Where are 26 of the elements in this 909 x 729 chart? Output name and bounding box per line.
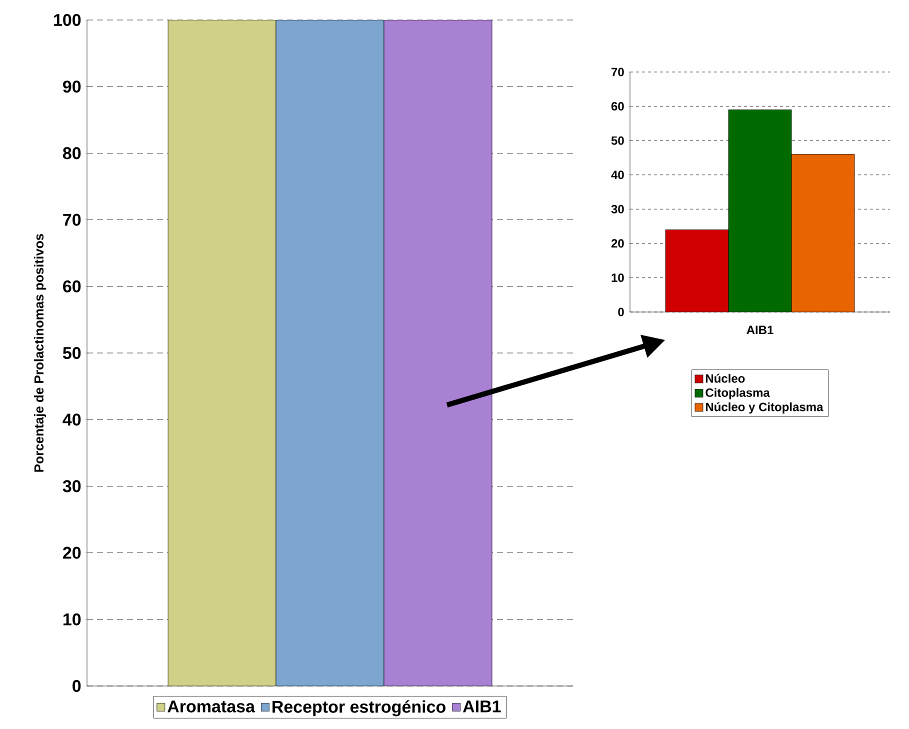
y-tick-label: 30 xyxy=(62,480,81,492)
legend-label: Aromatasa xyxy=(168,700,256,712)
y-tick-label: 40 xyxy=(62,414,81,426)
y-tick-label: 0 xyxy=(72,680,81,692)
y-tick-label: 20 xyxy=(611,239,624,248)
y-tick-label: 50 xyxy=(611,136,624,145)
y-tick-label: 30 xyxy=(611,204,624,214)
y-tick-label: 10 xyxy=(63,613,81,626)
legend-label: Núcleo xyxy=(706,374,745,383)
y-tick-label: 100 xyxy=(54,14,81,26)
y-tick-label: 80 xyxy=(62,147,81,160)
y-tick-label: 50 xyxy=(62,346,81,360)
y-tick-label: 70 xyxy=(612,68,624,76)
legend-label: AIB1 xyxy=(462,700,501,712)
y-tick-label: 10 xyxy=(612,273,624,282)
legend-label: Receptor estrogénico xyxy=(272,700,446,716)
y-tick-label: 20 xyxy=(63,546,81,559)
y-tick-label: 60 xyxy=(611,102,624,111)
legend-label: Núcleo y Citoplasma xyxy=(706,402,824,414)
y-tick-label: 70 xyxy=(63,214,81,226)
y-tick-label: 90 xyxy=(63,80,81,93)
y-tick-label: 0 xyxy=(618,308,624,316)
y-tick-label: 60 xyxy=(63,280,81,292)
y-axis-title: Porcentaje de Prolactinomas positivos xyxy=(34,234,46,472)
legend-label: Citoplasma xyxy=(706,388,770,400)
y-tick-label: 40 xyxy=(611,170,624,180)
